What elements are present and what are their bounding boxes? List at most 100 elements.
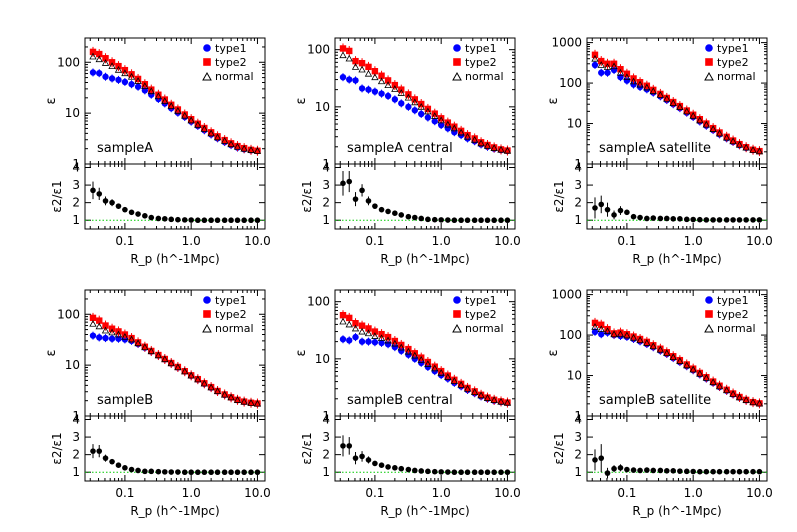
ratio-point	[478, 469, 484, 476]
normal-point	[610, 62, 618, 70]
ratio-point	[372, 203, 378, 209]
normal-point	[213, 387, 222, 395]
type2-point	[108, 59, 116, 66]
normal-point	[134, 339, 142, 347]
y-tick-label: 1	[72, 213, 80, 227]
ratio-point	[624, 209, 630, 216]
type2-point	[234, 396, 241, 404]
bottom-frame	[586, 163, 768, 230]
legend-label-type2: type2	[465, 56, 497, 69]
normal-point	[227, 140, 235, 148]
ratio-point	[221, 217, 228, 224]
type2-point	[617, 329, 624, 336]
ratio-point	[168, 216, 175, 223]
normal-point	[735, 393, 744, 401]
type1-point	[630, 81, 637, 88]
type2-point	[451, 123, 458, 130]
normal-point	[174, 106, 182, 114]
normal-point	[351, 324, 360, 332]
type2-point	[365, 63, 372, 71]
type1-point	[405, 351, 412, 358]
type1-point	[411, 107, 419, 114]
type2-point	[346, 47, 353, 55]
normal-point	[715, 382, 724, 390]
type2-point	[155, 91, 162, 98]
normal-point	[161, 97, 169, 104]
type2-point	[148, 347, 155, 355]
normal-point	[95, 55, 103, 63]
legend-marker-normal	[704, 323, 714, 333]
ratio-point	[181, 469, 188, 476]
ratio-point	[458, 469, 464, 476]
ratio-point	[234, 217, 241, 224]
ratio-point	[109, 458, 115, 465]
ratio-point	[248, 217, 254, 224]
type1-point	[148, 91, 155, 98]
x-tick-label: 1.0	[182, 486, 201, 500]
normal-point	[404, 93, 413, 101]
ratio-point	[598, 201, 605, 208]
y-axis-label-top: ε	[294, 97, 309, 104]
y-tick-label: 10	[65, 358, 80, 372]
y-tick-label: 10	[315, 100, 330, 114]
type2-point	[214, 387, 221, 395]
normal-point	[167, 102, 175, 109]
normal-point	[364, 329, 373, 337]
legend-label-type2: type2	[465, 308, 497, 321]
ratio-point	[630, 467, 637, 473]
normal-point	[101, 59, 110, 66]
ratio-point	[598, 455, 605, 461]
y-tick-label: 2	[574, 448, 582, 462]
type2-point	[657, 345, 664, 352]
normal-point	[351, 63, 360, 70]
type1-point	[96, 69, 103, 77]
normal-point	[194, 120, 202, 128]
type1-point	[108, 75, 116, 82]
ratio-point	[378, 206, 385, 213]
type2-point	[240, 144, 248, 152]
ratio-point	[491, 469, 497, 476]
ratio-point	[736, 468, 743, 475]
ratio-point	[703, 217, 710, 223]
type1-point	[378, 339, 385, 347]
normal-point	[404, 347, 413, 355]
ratio-point	[604, 206, 611, 213]
panel-4: 0.1 1.0 10.0 1 10 100 1 2 3 4 ε ε2/ε1 R_p (h^-1Mpc) s…	[44, 289, 271, 518]
ratio-point	[604, 470, 611, 476]
y-tick-label: 100	[57, 55, 80, 69]
type2-point	[89, 314, 97, 322]
series-points	[591, 317, 764, 409]
type1-point	[102, 334, 109, 342]
type2-point	[683, 361, 690, 368]
ratio-point	[710, 468, 716, 475]
y-axis-label-top: ε	[44, 97, 59, 104]
ratio-point	[697, 468, 703, 475]
ratio-point	[683, 468, 690, 475]
normal-point	[616, 330, 625, 338]
legend-marker-type1	[453, 296, 461, 304]
type2-point	[134, 75, 142, 83]
ratio-point	[592, 205, 598, 211]
ratio-point	[491, 217, 497, 224]
normal-point	[397, 343, 405, 351]
type2-point	[371, 328, 379, 335]
y-axis-label-top: ε	[294, 349, 309, 356]
legend-label-type1: type1	[215, 294, 247, 307]
legend-label-normal: normal	[465, 322, 504, 335]
normal-point	[437, 368, 445, 376]
normal-point	[457, 128, 465, 136]
type2-point	[181, 367, 188, 375]
y-tick-label: 100	[307, 295, 330, 309]
ratio-point	[241, 217, 247, 224]
normal-point	[729, 137, 737, 145]
normal-point	[470, 135, 479, 143]
panel-label: sampleB central	[347, 393, 453, 408]
type2-point	[194, 120, 202, 127]
normal-point	[483, 394, 492, 401]
ratio-point	[122, 465, 128, 471]
normal-point	[101, 326, 110, 334]
legend-label-normal: normal	[215, 70, 254, 83]
legend-marker-type2	[453, 58, 461, 66]
